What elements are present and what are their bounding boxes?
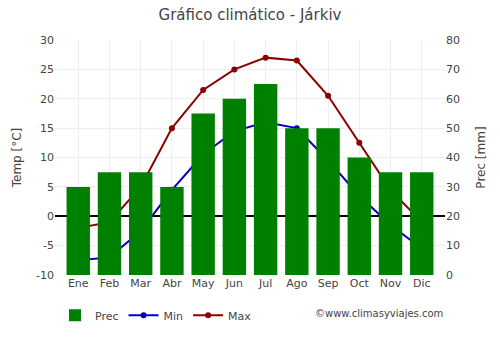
svg-text:Prec: Prec bbox=[95, 310, 119, 323]
svg-text:Ago: Ago bbox=[286, 277, 308, 290]
svg-text:Dic: Dic bbox=[413, 277, 431, 290]
svg-text:Prec [mm]: Prec [mm] bbox=[474, 126, 488, 188]
svg-text:-5: -5 bbox=[43, 239, 54, 252]
svg-text:60: 60 bbox=[446, 93, 460, 106]
svg-text:10: 10 bbox=[446, 239, 460, 252]
svg-text:50: 50 bbox=[446, 122, 460, 135]
svg-text:15: 15 bbox=[40, 122, 54, 135]
svg-text:30: 30 bbox=[40, 34, 54, 47]
svg-text:25: 25 bbox=[40, 63, 54, 76]
svg-text:30: 30 bbox=[446, 181, 460, 194]
svg-text:Jun: Jun bbox=[225, 277, 243, 290]
svg-text:40: 40 bbox=[446, 151, 460, 164]
svg-text:Min: Min bbox=[164, 310, 184, 323]
svg-text:Oct: Oct bbox=[350, 277, 370, 290]
svg-text:Sep: Sep bbox=[318, 277, 339, 290]
svg-text:Temp [°C]: Temp [°C] bbox=[10, 128, 24, 189]
svg-text:80: 80 bbox=[446, 34, 460, 47]
svg-text:20: 20 bbox=[40, 93, 54, 106]
svg-text:70: 70 bbox=[446, 63, 460, 76]
svg-text:20: 20 bbox=[446, 210, 460, 223]
svg-text:Gráfico climático - Járkiv: Gráfico climático - Járkiv bbox=[159, 6, 342, 24]
svg-text:Feb: Feb bbox=[100, 277, 119, 290]
svg-text:-10: -10 bbox=[36, 269, 54, 282]
svg-text:May: May bbox=[192, 277, 215, 290]
svg-text:Max: Max bbox=[228, 310, 251, 323]
svg-text:Abr: Abr bbox=[162, 277, 182, 290]
svg-text:5: 5 bbox=[47, 181, 54, 194]
svg-text:Jul: Jul bbox=[258, 277, 272, 290]
svg-text:0: 0 bbox=[446, 269, 453, 282]
svg-text:10: 10 bbox=[40, 151, 54, 164]
svg-text:Mar: Mar bbox=[130, 277, 151, 290]
svg-text:©www.climasyviajes.com: ©www.climasyviajes.com bbox=[315, 308, 443, 319]
svg-text:0: 0 bbox=[47, 210, 54, 223]
svg-text:Ene: Ene bbox=[68, 277, 89, 290]
svg-text:Nov: Nov bbox=[380, 277, 402, 290]
